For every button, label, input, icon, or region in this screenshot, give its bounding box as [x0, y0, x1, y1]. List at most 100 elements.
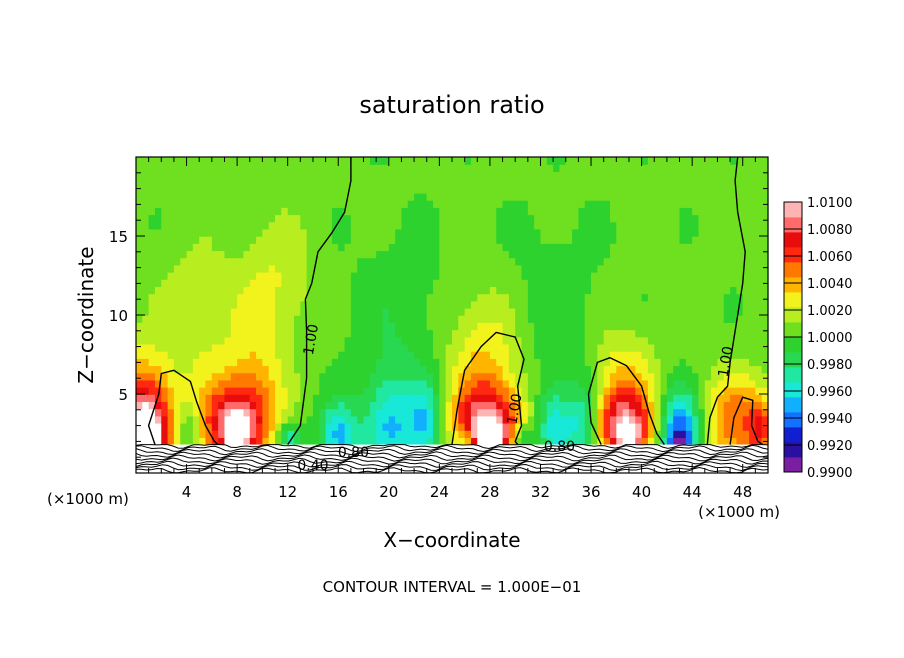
heatmap-cell [186, 257, 194, 266]
heatmap-cell [515, 279, 523, 287]
heatmap-cell [256, 343, 263, 352]
heatmap-cell [622, 157, 630, 165]
heatmap-cell [628, 336, 636, 345]
heatmap-cell [268, 437, 276, 446]
heatmap-cell [584, 422, 592, 431]
heatmap-cell [685, 430, 693, 438]
heatmap-cell [698, 430, 706, 438]
heatmap-cell [395, 394, 403, 403]
heatmap-cell [142, 329, 150, 338]
heatmap-cell [344, 228, 352, 237]
heatmap-cell [603, 394, 611, 403]
heatmap-cell [154, 394, 162, 403]
heatmap-cell [426, 401, 434, 410]
heatmap-cell [205, 293, 213, 302]
heatmap-cell [256, 185, 263, 194]
heatmap-cell [142, 178, 150, 187]
heatmap-cell [616, 300, 624, 309]
heatmap-cell [572, 250, 579, 259]
heatmap-cell [224, 394, 232, 403]
heatmap-cell [312, 221, 320, 230]
heatmap-cell [357, 286, 365, 295]
heatmap-cell [161, 358, 169, 367]
heatmap-cell [237, 192, 245, 201]
heatmap-cell [489, 422, 497, 431]
heatmap-cell [635, 272, 643, 280]
heatmap-cell [660, 300, 668, 309]
heatmap-cell [534, 401, 542, 410]
heatmap-cell [331, 214, 339, 223]
heatmap-cell [597, 415, 605, 424]
heatmap-cell [249, 236, 257, 244]
heatmap-cell [464, 164, 472, 172]
heatmap-cell [445, 272, 453, 280]
heatmap-cell [445, 401, 453, 410]
heatmap-cell [237, 157, 245, 165]
heatmap-cell [439, 157, 447, 165]
heatmap-cell [167, 221, 175, 230]
heatmap-cell [641, 351, 649, 359]
heatmap-cell [350, 315, 358, 323]
heatmap-cell [275, 437, 282, 446]
x-tick-label: 36 [581, 483, 600, 501]
heatmap-cell [230, 192, 238, 201]
heatmap-cell [464, 365, 472, 374]
heatmap-cell [426, 214, 434, 223]
heatmap-cell [136, 257, 143, 266]
heatmap-cell [357, 214, 365, 223]
heatmap-cell [578, 207, 586, 216]
heatmap-cell [167, 164, 175, 172]
contour-line [587, 357, 665, 445]
heatmap-cell [527, 221, 535, 230]
heatmap-cell [294, 315, 301, 323]
heatmap-cell [458, 157, 466, 165]
heatmap-cell [540, 336, 548, 345]
heatmap-cell [730, 214, 737, 223]
heatmap-cell [199, 300, 207, 309]
heatmap-cell [597, 264, 605, 273]
heatmap-cell [723, 157, 731, 165]
heatmap-cell [603, 171, 611, 180]
heatmap-cell [641, 214, 649, 223]
heatmap-cell [306, 365, 314, 374]
heatmap-cell [237, 257, 245, 266]
heatmap-cell [224, 408, 232, 417]
heatmap-cell [186, 171, 194, 180]
heatmap-cell [142, 430, 150, 438]
heatmap-cell [414, 307, 421, 316]
heatmap-cell [205, 415, 213, 424]
heatmap-cell [420, 264, 428, 273]
heatmap-cell [508, 157, 516, 165]
heatmap-cell [496, 315, 504, 323]
heatmap-cell [439, 307, 447, 316]
heatmap-cell [414, 200, 421, 208]
heatmap-cell [597, 336, 605, 345]
heatmap-cell [458, 250, 466, 259]
heatmap-cell [388, 257, 396, 266]
heatmap-cell [148, 351, 156, 359]
heatmap-cell [312, 430, 320, 438]
heatmap-cell [730, 322, 737, 331]
heatmap-cell [426, 228, 434, 237]
heatmap-cell [628, 387, 636, 395]
heatmap-cell [527, 300, 535, 309]
heatmap-cell [230, 329, 238, 338]
heatmap-cell [350, 178, 358, 187]
heatmap-cell [186, 408, 194, 417]
heatmap-cell [199, 157, 207, 165]
heatmap-cell [388, 365, 396, 374]
heatmap-cell [376, 351, 384, 359]
heatmap-cell [306, 322, 314, 331]
heatmap-cell [635, 192, 643, 201]
heatmap-cell [654, 293, 662, 302]
heatmap-cell [483, 329, 491, 338]
heatmap-cell [559, 228, 567, 237]
heatmap-cell [470, 437, 478, 446]
heatmap-cell [357, 178, 365, 187]
heatmap-cell [331, 343, 339, 352]
heatmap-cell [673, 272, 681, 280]
heatmap-cell [673, 422, 681, 431]
heatmap-cell [470, 329, 478, 338]
heatmap-cell [591, 372, 598, 381]
heatmap-cell [660, 351, 668, 359]
